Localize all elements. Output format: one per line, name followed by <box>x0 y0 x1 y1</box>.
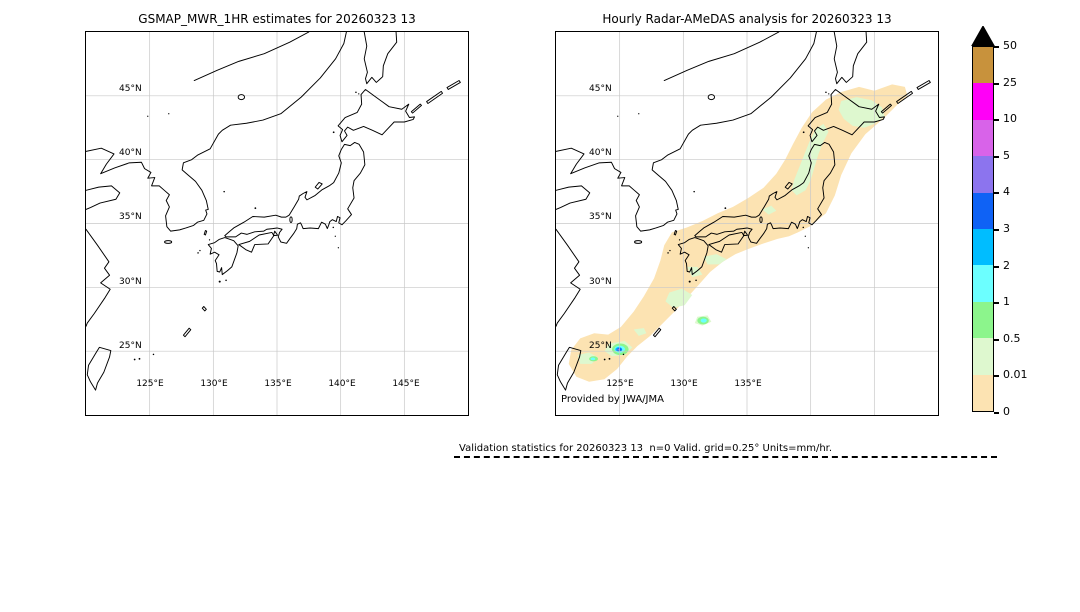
colorbar-tick <box>994 266 999 268</box>
colorbar-segment <box>973 83 993 120</box>
precip-moderate-cell-daito <box>700 318 707 323</box>
colorbar-label: 25 <box>1003 76 1017 89</box>
colorbar-label: 0 <box>1003 405 1010 418</box>
precip-verylight-hokkaido <box>838 97 885 128</box>
lon-label: 135°E <box>734 379 762 389</box>
colorbar-tick <box>994 119 999 121</box>
colorbar-label: 10 <box>1003 112 1017 125</box>
validation-stats-text: Validation statistics for 20260323 13 n=… <box>459 443 833 454</box>
precip-verylight-shikoku-south <box>703 254 727 265</box>
colorbar-segment <box>973 156 993 193</box>
colorbar: 50 25 10 5 4 3 2 1 0.5 0.01 0 <box>971 26 1080 426</box>
lat-label: 35°N <box>589 212 612 222</box>
gsmap-map-panel: 45°N 40°N 35°N 30°N 25°N 125°E 130°E 135… <box>85 31 469 416</box>
colorbar-segment <box>973 119 993 157</box>
colorbar-tick <box>994 302 999 304</box>
radar-amedas-map <box>556 32 938 415</box>
colorbar-segment <box>973 228 993 266</box>
lon-label: 125°E <box>136 379 164 389</box>
colorbar-label: 4 <box>1003 185 1010 198</box>
colorbar-tick <box>994 83 999 85</box>
colorbar-label: 1 <box>1003 295 1010 308</box>
lat-label: 40°N <box>589 148 612 158</box>
colorbar-segment <box>973 301 993 339</box>
precip-verylight-okinawa <box>633 328 647 336</box>
precip-verylight-noto <box>762 205 777 215</box>
colorbar-tick <box>994 412 999 414</box>
precip-core-cell <box>617 348 620 351</box>
colorbar-segment <box>973 374 993 411</box>
lat-label: 30°N <box>119 277 142 287</box>
data-credit: Provided by JWA/JMA <box>561 394 664 405</box>
colorbar-tick <box>994 229 999 231</box>
lon-label: 140°E <box>328 379 356 389</box>
precip-verylight-amami <box>665 288 693 308</box>
colorbar-tick <box>994 375 999 377</box>
colorbar-label: 2 <box>1003 259 1010 272</box>
right-panel-title: Hourly Radar-AMeDAS analysis for 2026032… <box>602 12 892 26</box>
precip-moderate-cell-yaeyama <box>590 357 596 361</box>
lat-label: 30°N <box>589 277 612 287</box>
lat-label: 25°N <box>119 341 142 351</box>
colorbar-segment <box>973 192 993 229</box>
colorbar-label: 3 <box>1003 222 1010 235</box>
lon-label: 130°E <box>200 379 228 389</box>
lat-label: 35°N <box>119 212 142 222</box>
lon-label: 135°E <box>264 379 292 389</box>
colorbar-tick <box>994 192 999 194</box>
colorbar-label: 0.01 <box>1003 368 1028 381</box>
colorbar-label: 50 <box>1003 39 1017 52</box>
colorbar-tick <box>994 46 999 48</box>
colorbar-tick <box>994 339 999 341</box>
lat-label: 25°N <box>589 341 612 351</box>
colorbar-tick <box>994 156 999 158</box>
colorbar-segment <box>973 265 993 302</box>
left-panel-title: GSMAP_MWR_1HR estimates for 20260323 13 <box>138 12 416 26</box>
radar-amedas-map-panel: 45°N 40°N 35°N 30°N 25°N 125°E 130°E 135… <box>555 31 939 416</box>
gsmap-map <box>86 32 468 415</box>
colorbar-label: 0.5 <box>1003 332 1021 345</box>
colorbar-overflow-arrow-icon <box>971 26 995 46</box>
colorbar-bar <box>972 46 994 412</box>
lat-label: 45°N <box>119 84 142 94</box>
colorbar-segment <box>973 47 993 84</box>
dashed-separator <box>454 456 997 458</box>
colorbar-label: 5 <box>1003 149 1010 162</box>
lat-label: 40°N <box>119 148 142 158</box>
lon-label: 145°E <box>392 379 420 389</box>
lon-label: 125°E <box>606 379 634 389</box>
colorbar-segment <box>973 338 993 375</box>
lon-label: 130°E <box>670 379 698 389</box>
lat-label: 45°N <box>589 84 612 94</box>
